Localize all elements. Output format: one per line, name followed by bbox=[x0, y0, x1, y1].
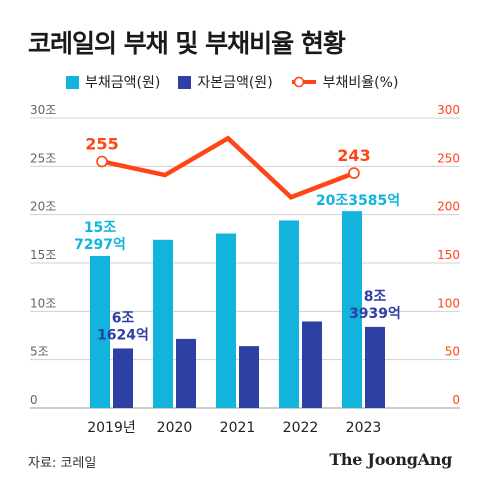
bar-debt bbox=[90, 255, 110, 408]
legend-item-ratio: 부채비율(%) bbox=[291, 72, 399, 92]
left-axis-tick-label: 15조 bbox=[30, 248, 56, 262]
debt-label-first: 15조 bbox=[84, 220, 116, 236]
right-axis-tick-label: 0 bbox=[452, 393, 460, 407]
bar-capital bbox=[302, 321, 322, 408]
legend-item-debt: 부채금액(원) bbox=[66, 72, 160, 92]
source-note: 자료: 코레일 bbox=[28, 456, 97, 471]
bar-debt bbox=[216, 233, 236, 408]
left-axis-tick-label: 5조 bbox=[30, 345, 49, 359]
capital-label-first: 1624억 bbox=[97, 327, 149, 343]
legend-label-debt: 부채금액(원) bbox=[85, 75, 161, 91]
legend-label-capital: 자본금액(원) bbox=[197, 75, 273, 91]
legend: 부채금액(원) 자본금액(원) 부채비율(%) bbox=[66, 72, 416, 92]
ratio-point bbox=[348, 167, 360, 179]
bar-debt bbox=[342, 211, 362, 408]
left-axis-tick-label: 25조 bbox=[30, 151, 56, 165]
x-axis-tick-label: 2023 bbox=[346, 420, 382, 436]
debt-label-first: 7297억 bbox=[74, 237, 126, 253]
right-axis-tick-label: 100 bbox=[437, 296, 460, 310]
right-axis-tick-label: 50 bbox=[445, 345, 460, 359]
right-axis-tick-label: 300 bbox=[437, 103, 460, 117]
left-axis-tick-label: 30조 bbox=[30, 103, 56, 117]
right-axis-tick-label: 150 bbox=[437, 248, 460, 262]
right-axis-tick-label: 250 bbox=[437, 151, 460, 165]
legend-swatch-ratio bbox=[291, 75, 317, 89]
ratio-label-first: 255 bbox=[85, 135, 118, 154]
bar-capital bbox=[239, 346, 259, 408]
x-axis-tick-label: 2021 bbox=[220, 420, 256, 436]
bar-capital bbox=[365, 326, 385, 408]
x-axis-tick-label: 2022 bbox=[283, 420, 319, 436]
ratio-label-last: 243 bbox=[337, 146, 370, 165]
ratio-point bbox=[96, 155, 108, 168]
brand-logo: The JoongAng bbox=[329, 450, 452, 469]
debt-label-last: 20조3585억 bbox=[316, 193, 400, 209]
left-axis-tick-label: 10조 bbox=[30, 296, 56, 310]
chart-title: 코레일의 부채 및 부채비율 현황 bbox=[28, 29, 346, 58]
ratio-line bbox=[101, 135, 355, 200]
legend-swatch-debt bbox=[66, 75, 79, 89]
bar-capital bbox=[176, 338, 196, 408]
left-axis-tick-label: 20조 bbox=[30, 200, 56, 214]
bar-debt bbox=[279, 220, 299, 408]
capital-label-last: 3939억 bbox=[349, 306, 401, 322]
legend-label-ratio: 부채비율(%) bbox=[322, 75, 399, 91]
right-axis-tick-label: 200 bbox=[437, 200, 460, 214]
left-axis-tick-label: 0 bbox=[30, 393, 38, 407]
x-axis-tick-label: 2020 bbox=[157, 420, 193, 436]
bar-debt bbox=[153, 239, 173, 408]
x-axis-tick-label: 2019년 bbox=[87, 420, 136, 436]
legend-swatch-capital bbox=[178, 75, 192, 89]
legend-item-capital: 자본금액(원) bbox=[178, 72, 273, 92]
capital-label-last: 8조 bbox=[364, 289, 387, 305]
capital-label-first: 6조 bbox=[112, 310, 135, 326]
bar-capital bbox=[113, 348, 133, 408]
